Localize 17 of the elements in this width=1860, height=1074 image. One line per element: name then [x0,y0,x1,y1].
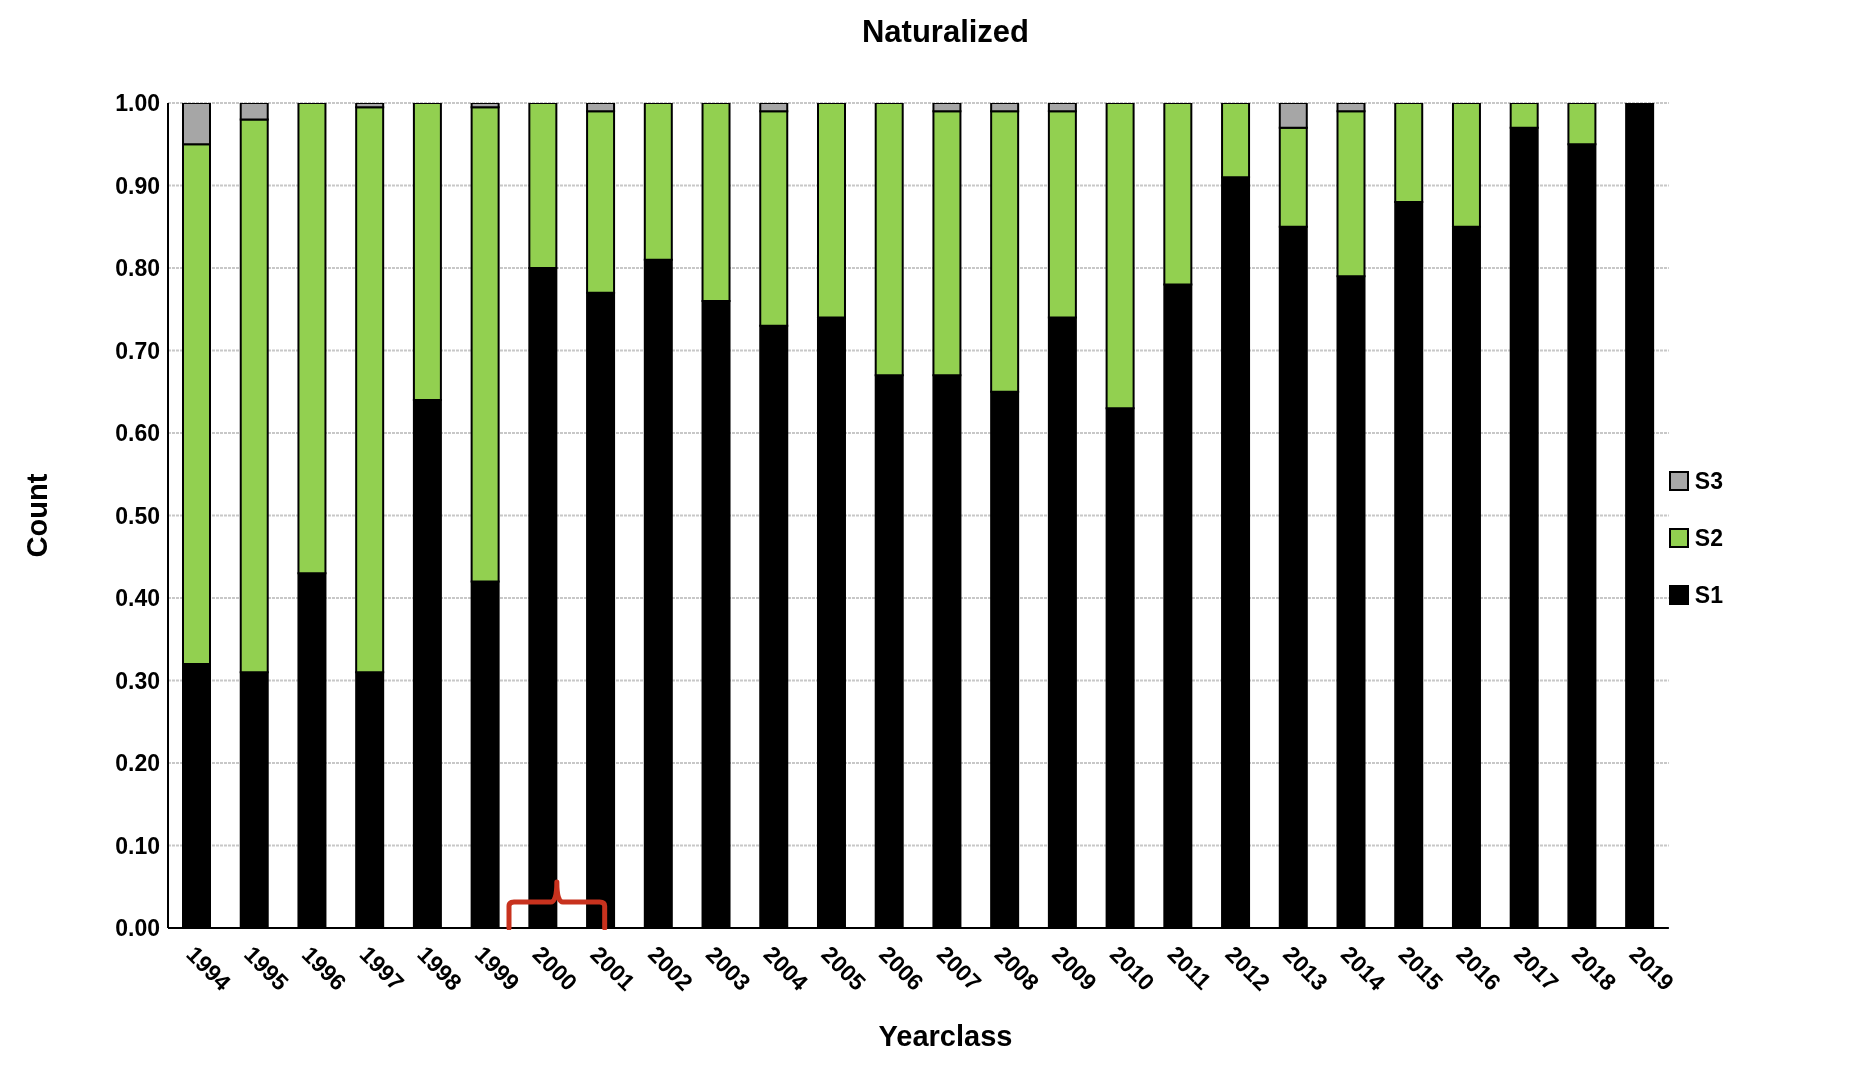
y-axis-title: Count [21,473,55,558]
legend-label: S1 [1694,581,1723,609]
y-tick-label: 0.60 [115,420,160,447]
y-tick-label: 0.30 [115,667,160,694]
y-tick-label: 0.00 [115,915,160,942]
y-tick-label: 0.40 [115,585,160,612]
y-tick-label: 0.20 [115,750,160,777]
x-axis-title: Yearclass [877,1020,1014,1053]
y-tick-label: 0.50 [115,502,160,529]
y-tick-label: 1.00 [115,90,160,117]
y-tick-label: 0.10 [115,832,160,859]
y-tick-label: 0.70 [115,337,160,364]
legend-label: S2 [1694,524,1723,552]
y-tick-label: 0.90 [115,172,160,199]
legend-label: S3 [1694,467,1723,495]
y-tick-label: 0.80 [115,255,160,282]
chart-title: Naturalized [860,14,1031,50]
